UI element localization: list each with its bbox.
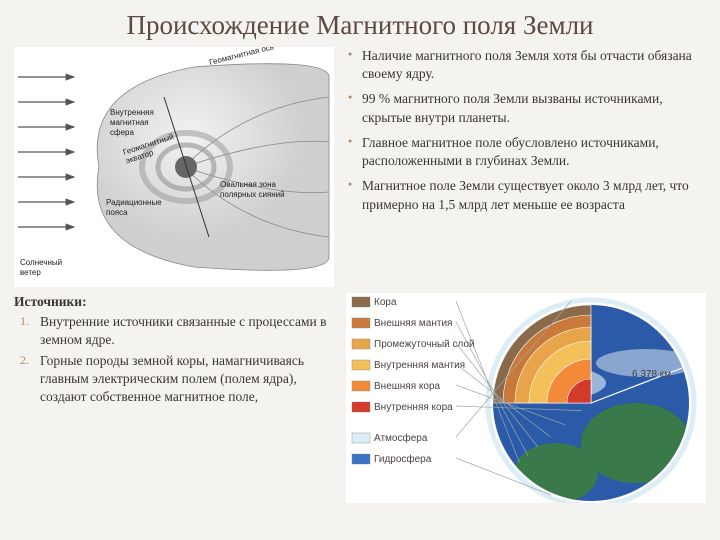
- svg-text:Кора: Кора: [374, 297, 397, 308]
- svg-text:Внешняя мантия: Внешняя мантия: [374, 318, 452, 329]
- svg-text:Атмосфера: Атмосфера: [374, 432, 428, 444]
- svg-text:Внутренняя мантия: Внутренняя мантия: [374, 360, 465, 371]
- label-oval-zone: Овальная зона полярных сияний: [220, 180, 285, 199]
- source-text: Внутренние источники связанные с процесс…: [40, 314, 326, 347]
- page-title: Происхождение Магнитного поля Земли: [0, 0, 720, 47]
- upper-row: Геомагнитная ось Внутренняя магнитная сф…: [0, 47, 720, 287]
- svg-text:Внутренняя кора: Внутренняя кора: [374, 402, 453, 413]
- svg-text:Внешняя кора: Внешняя кора: [374, 381, 441, 392]
- source-item: 2.Горные породы земной коры, намагничива…: [14, 352, 332, 407]
- source-text: Горные породы земной коры, намагничиваяс…: [40, 353, 304, 404]
- svg-text:6 378 км: 6 378 км: [632, 369, 671, 380]
- source-item: 1.Внутренние источники связанные с проце…: [14, 313, 332, 349]
- bullet-item: 99 % магнитного поля Земли вызваны источ…: [348, 90, 706, 126]
- svg-text:Гидросфера: Гидросфера: [374, 453, 432, 465]
- earth-layers-diagram: 6 378 км Кора Внешняя мантия Промежуточный…: [346, 293, 706, 503]
- magnetosphere-diagram: Геомагнитная ось Внутренняя магнитная сф…: [14, 47, 334, 287]
- sources-heading: Источники:: [14, 293, 332, 311]
- lower-row: Источники: 1.Внутренние источники связан…: [0, 287, 720, 503]
- bullet-item: Магнитное поле Земли существует около 3 …: [348, 177, 706, 213]
- svg-text:Промежуточный слой: Промежуточный слой: [374, 339, 475, 350]
- sources-block: Источники: 1.Внутренние источники связан…: [14, 293, 332, 503]
- bullet-item: Наличие магнитного поля Земля хотя бы от…: [348, 47, 706, 83]
- bullet-list: Наличие магнитного поля Земля хотя бы от…: [334, 47, 706, 287]
- bullet-item: Главное магнитное поле обусловлено источ…: [348, 134, 706, 170]
